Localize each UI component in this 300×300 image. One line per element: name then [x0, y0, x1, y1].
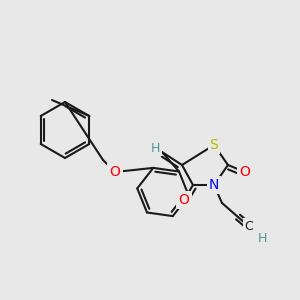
Text: N: N [209, 178, 219, 192]
Text: O: O [240, 165, 250, 179]
Text: S: S [210, 138, 218, 152]
Text: H: H [257, 232, 267, 244]
Text: H: H [150, 142, 160, 154]
Text: O: O [110, 165, 120, 179]
Text: C: C [244, 220, 253, 232]
Text: O: O [178, 193, 189, 207]
